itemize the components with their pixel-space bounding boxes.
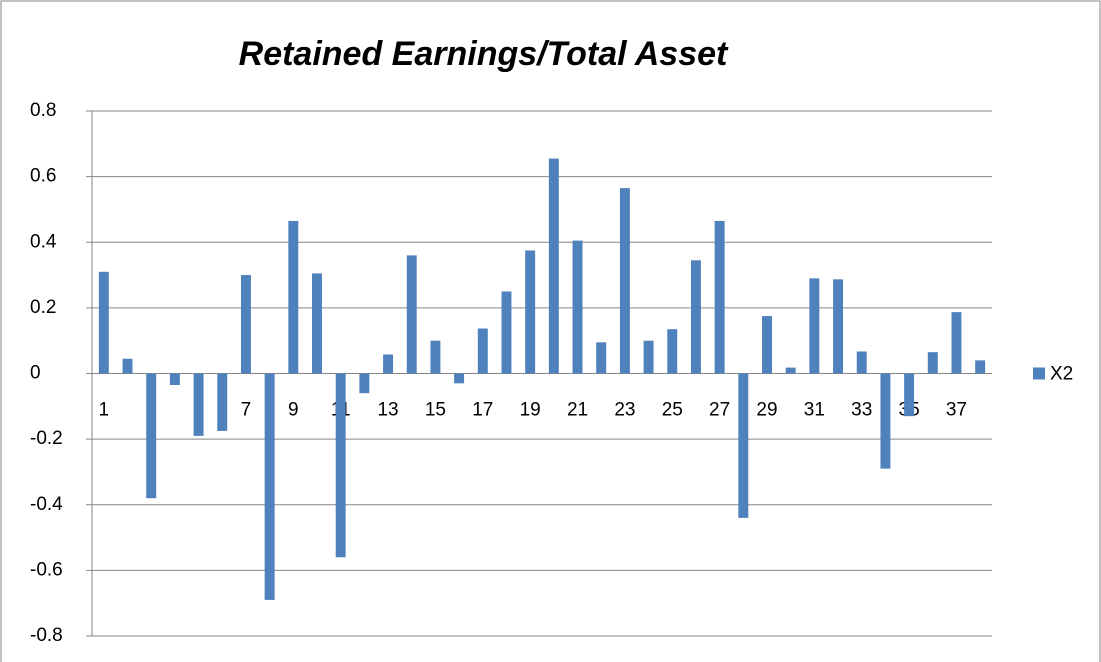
legend-swatch	[1033, 367, 1045, 380]
bar	[596, 342, 607, 374]
bar	[714, 220, 725, 374]
bar	[193, 373, 204, 436]
bar	[643, 340, 654, 374]
x-tick-label: 13	[377, 400, 398, 421]
bar	[809, 278, 820, 374]
x-tick-label: 9	[288, 400, 299, 421]
x-tick-label: 21	[567, 400, 588, 421]
bar	[98, 271, 109, 374]
bar	[146, 373, 157, 499]
x-tick-label: 31	[804, 400, 825, 421]
bar	[312, 273, 322, 374]
bar	[856, 351, 867, 374]
x-tick-label: 19	[520, 400, 541, 421]
x-tick-label: 7	[241, 400, 252, 421]
y-tick-label: 0.8	[30, 100, 56, 121]
x-tick-label: 29	[756, 400, 777, 421]
bar	[288, 220, 299, 374]
bar	[975, 360, 986, 374]
y-tick-label: 0.4	[30, 231, 57, 252]
bar	[383, 354, 394, 374]
bar	[738, 373, 749, 518]
bar	[548, 158, 559, 374]
bar	[619, 188, 630, 374]
bar	[122, 358, 133, 374]
chart-title: Retained Earnings/Total Asset	[239, 35, 729, 73]
y-tick-label: 0.2	[30, 297, 56, 318]
bar	[169, 373, 180, 385]
bar	[927, 352, 938, 374]
y-tick-label: -0.2	[30, 428, 63, 449]
bar	[690, 260, 701, 374]
bar	[833, 279, 844, 374]
x-tick-label: 27	[709, 400, 730, 421]
x-tick-label: 25	[662, 400, 683, 421]
bar	[525, 250, 536, 374]
y-tick-label: 0	[30, 363, 41, 384]
bar	[951, 312, 962, 374]
bar	[880, 373, 891, 469]
x-tick-label: 33	[851, 400, 872, 421]
bar	[430, 340, 441, 374]
y-tick-label: -0.4	[30, 494, 63, 515]
bar	[501, 291, 512, 374]
bar	[762, 316, 772, 374]
bar	[477, 328, 488, 374]
x-tick-label: 1	[99, 400, 110, 421]
y-tick-label: 0.6	[30, 166, 56, 187]
bar	[406, 255, 417, 374]
x-tick-label: 15	[425, 400, 446, 421]
x-tick-label: 17	[472, 400, 493, 421]
legend-label: X2	[1050, 364, 1073, 385]
bar	[667, 329, 678, 374]
bar	[240, 275, 251, 374]
bar	[454, 373, 465, 384]
x-tick-label: 23	[614, 400, 635, 421]
bar	[264, 373, 275, 600]
y-tick-label: -0.8	[30, 625, 63, 646]
bar	[904, 373, 915, 417]
bar	[572, 240, 583, 374]
bar	[359, 373, 370, 394]
y-tick-label: -0.6	[30, 559, 63, 580]
bar	[785, 367, 796, 374]
bar	[217, 373, 228, 431]
bar	[335, 373, 346, 558]
x-tick-label: 37	[946, 400, 967, 421]
